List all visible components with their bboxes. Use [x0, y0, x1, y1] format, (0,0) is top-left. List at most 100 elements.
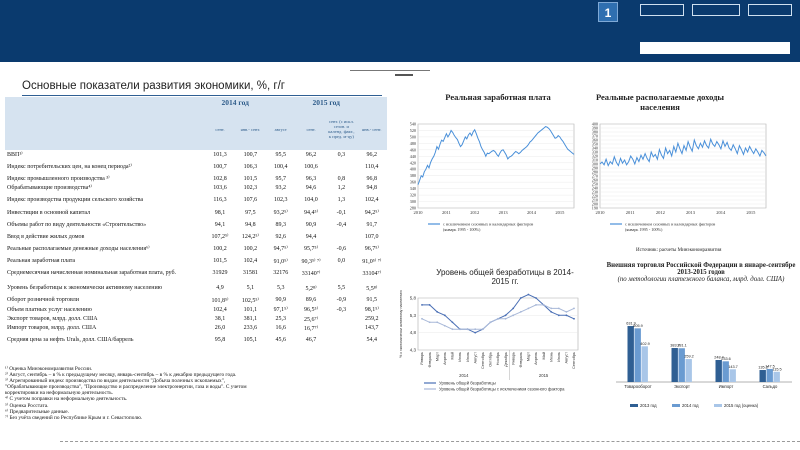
header-tab-1	[640, 4, 684, 16]
footnote: "Обрабатывающие производства", "Производ…	[5, 384, 247, 391]
plot-frame	[417, 123, 575, 209]
bar-value-label: 402.9	[640, 342, 650, 346]
data-point	[443, 324, 446, 327]
legend-label: 2014 год	[682, 403, 699, 408]
legend-label: с исключением сезонных и календарных фак…	[625, 222, 715, 227]
table-row: Инвестиции в основной капитал 98,1 97,5 93,…	[5, 208, 387, 217]
row-value: 0,0	[337, 258, 346, 265]
table-row: Экспорт товаров, млрд. долл. США 38,1 381,…	[5, 314, 387, 323]
row-value: 107,0	[365, 233, 379, 240]
x-tick-label: Июнь	[549, 352, 553, 362]
trade-chart-subtitle: (по методологии платежного баланса, млрд…	[617, 276, 785, 283]
row-value: 16,6	[275, 325, 286, 332]
data-point	[421, 304, 423, 306]
header-tab-2	[692, 4, 740, 16]
row-value: 1,2	[337, 185, 346, 192]
bar-value-label: 605.9	[633, 324, 643, 328]
row-value: 96,2	[305, 151, 317, 158]
category-label: Экспорт	[674, 384, 690, 389]
row-label: Обрабатывающие производства⁴⁾	[7, 185, 92, 192]
row-value: 106,3	[243, 163, 258, 170]
row-value: 102,4	[213, 306, 227, 313]
year-header-2014: 2014 год	[204, 97, 266, 108]
series-line	[417, 126, 575, 185]
x-tick-label: Июнь	[458, 352, 462, 362]
data-point	[519, 310, 522, 313]
legend-label: (январь 1995 - 100%)	[625, 227, 663, 232]
row-label: Экспорт товаров, млрд. долл. США	[7, 316, 98, 323]
row-value	[326, 314, 356, 323]
x-tick-label: 2013	[499, 210, 509, 215]
x-tick-label: Март	[527, 352, 531, 361]
row-value: 92,6	[275, 233, 286, 240]
data-point	[459, 328, 461, 331]
data-point	[535, 297, 537, 299]
bar-value-label: 383.7	[670, 344, 680, 348]
y-tick-label: 460	[410, 147, 416, 152]
row-value: 89,6	[305, 297, 317, 304]
row-label: Объемы работ по виду деятельности «Строи…	[7, 221, 147, 228]
x-tick-label: Март	[435, 352, 439, 361]
data-point	[474, 328, 477, 331]
bar-value-label: 143.7	[728, 365, 738, 369]
bar-value-label: 147.5	[765, 364, 775, 368]
category-label: Товарооборот	[624, 384, 651, 389]
bar-value-label: 233.6	[721, 357, 731, 361]
data-point	[519, 297, 522, 299]
row-value: 91,7	[366, 221, 378, 228]
plot-frame	[599, 123, 767, 209]
y-tick-label: 4,8	[410, 330, 417, 335]
table-row: Ввод в действие жилых домов 107,2⁵⁾ 124,2⁵…	[5, 232, 387, 241]
data-point	[421, 317, 423, 320]
data-point	[573, 307, 575, 310]
footnote: ¹⁾ Оценка Минэкономразвития России.	[5, 366, 93, 372]
bar	[773, 371, 780, 382]
table-header-corner	[5, 97, 205, 108]
data-point	[428, 304, 431, 306]
row-value: 96,7⁵⁾	[364, 246, 379, 253]
row-label: Средняя цена за нефть Urals, долл. США/б…	[7, 337, 134, 344]
row-value: 0,3	[337, 151, 346, 158]
row-value: 4,9	[216, 285, 224, 292]
y-tick-label: 280	[592, 170, 598, 175]
row-value: 26,0	[214, 325, 226, 332]
x-tick-label: 2012	[656, 210, 665, 215]
x-tick-label: 2012	[470, 210, 479, 215]
row-value: 143,7	[365, 325, 379, 332]
bar	[766, 368, 773, 382]
year-header-2015: 2015 год	[265, 97, 387, 108]
row-value: 90,9	[305, 221, 317, 228]
x-tick-label: 2014	[527, 210, 537, 215]
legend-label: 2015 год (оценка)	[724, 403, 759, 408]
row-value	[326, 324, 356, 333]
row-value: 94,4	[305, 233, 317, 240]
row-value: 104,0	[304, 197, 318, 204]
bar-value-label: 248.4	[714, 355, 724, 359]
bar	[634, 328, 641, 382]
y-tick-label: 420	[410, 160, 416, 165]
data-point	[436, 321, 439, 324]
x-tick-label: Май	[451, 352, 455, 359]
data-point	[550, 310, 553, 313]
title-rule	[350, 70, 430, 71]
row-value: 100,7	[243, 151, 258, 158]
row-value: 101,8⁵⁾	[211, 297, 229, 304]
y-tick-label: 400	[410, 167, 416, 172]
x-tick-label: Февраль	[519, 352, 523, 367]
y-tick-label: 360	[592, 138, 598, 143]
row-value: 0,8	[337, 175, 346, 182]
x-tick-label: Октябрь	[489, 352, 493, 367]
footnote: ²⁾ Август, сентябрь – в % к предыдущему …	[5, 372, 237, 379]
row-value: 91,0⁵⁾ ⁷⁾	[362, 258, 382, 265]
y-tick-label: 370	[592, 134, 598, 139]
y-tick-label: 380	[410, 173, 416, 178]
data-point	[512, 314, 515, 317]
row-value	[326, 266, 356, 281]
row-value: 94,6	[305, 185, 317, 192]
page-title: Основные показатели развития экономики, …	[22, 80, 285, 92]
row-value: 102,3	[273, 197, 288, 204]
legend-swatch	[672, 404, 680, 407]
row-value: 94,4⁵⁾	[304, 210, 319, 217]
row-value: 96,5⁵⁾	[304, 307, 319, 314]
row-label: Среднемесячная начисленная номинальная з…	[7, 270, 177, 277]
